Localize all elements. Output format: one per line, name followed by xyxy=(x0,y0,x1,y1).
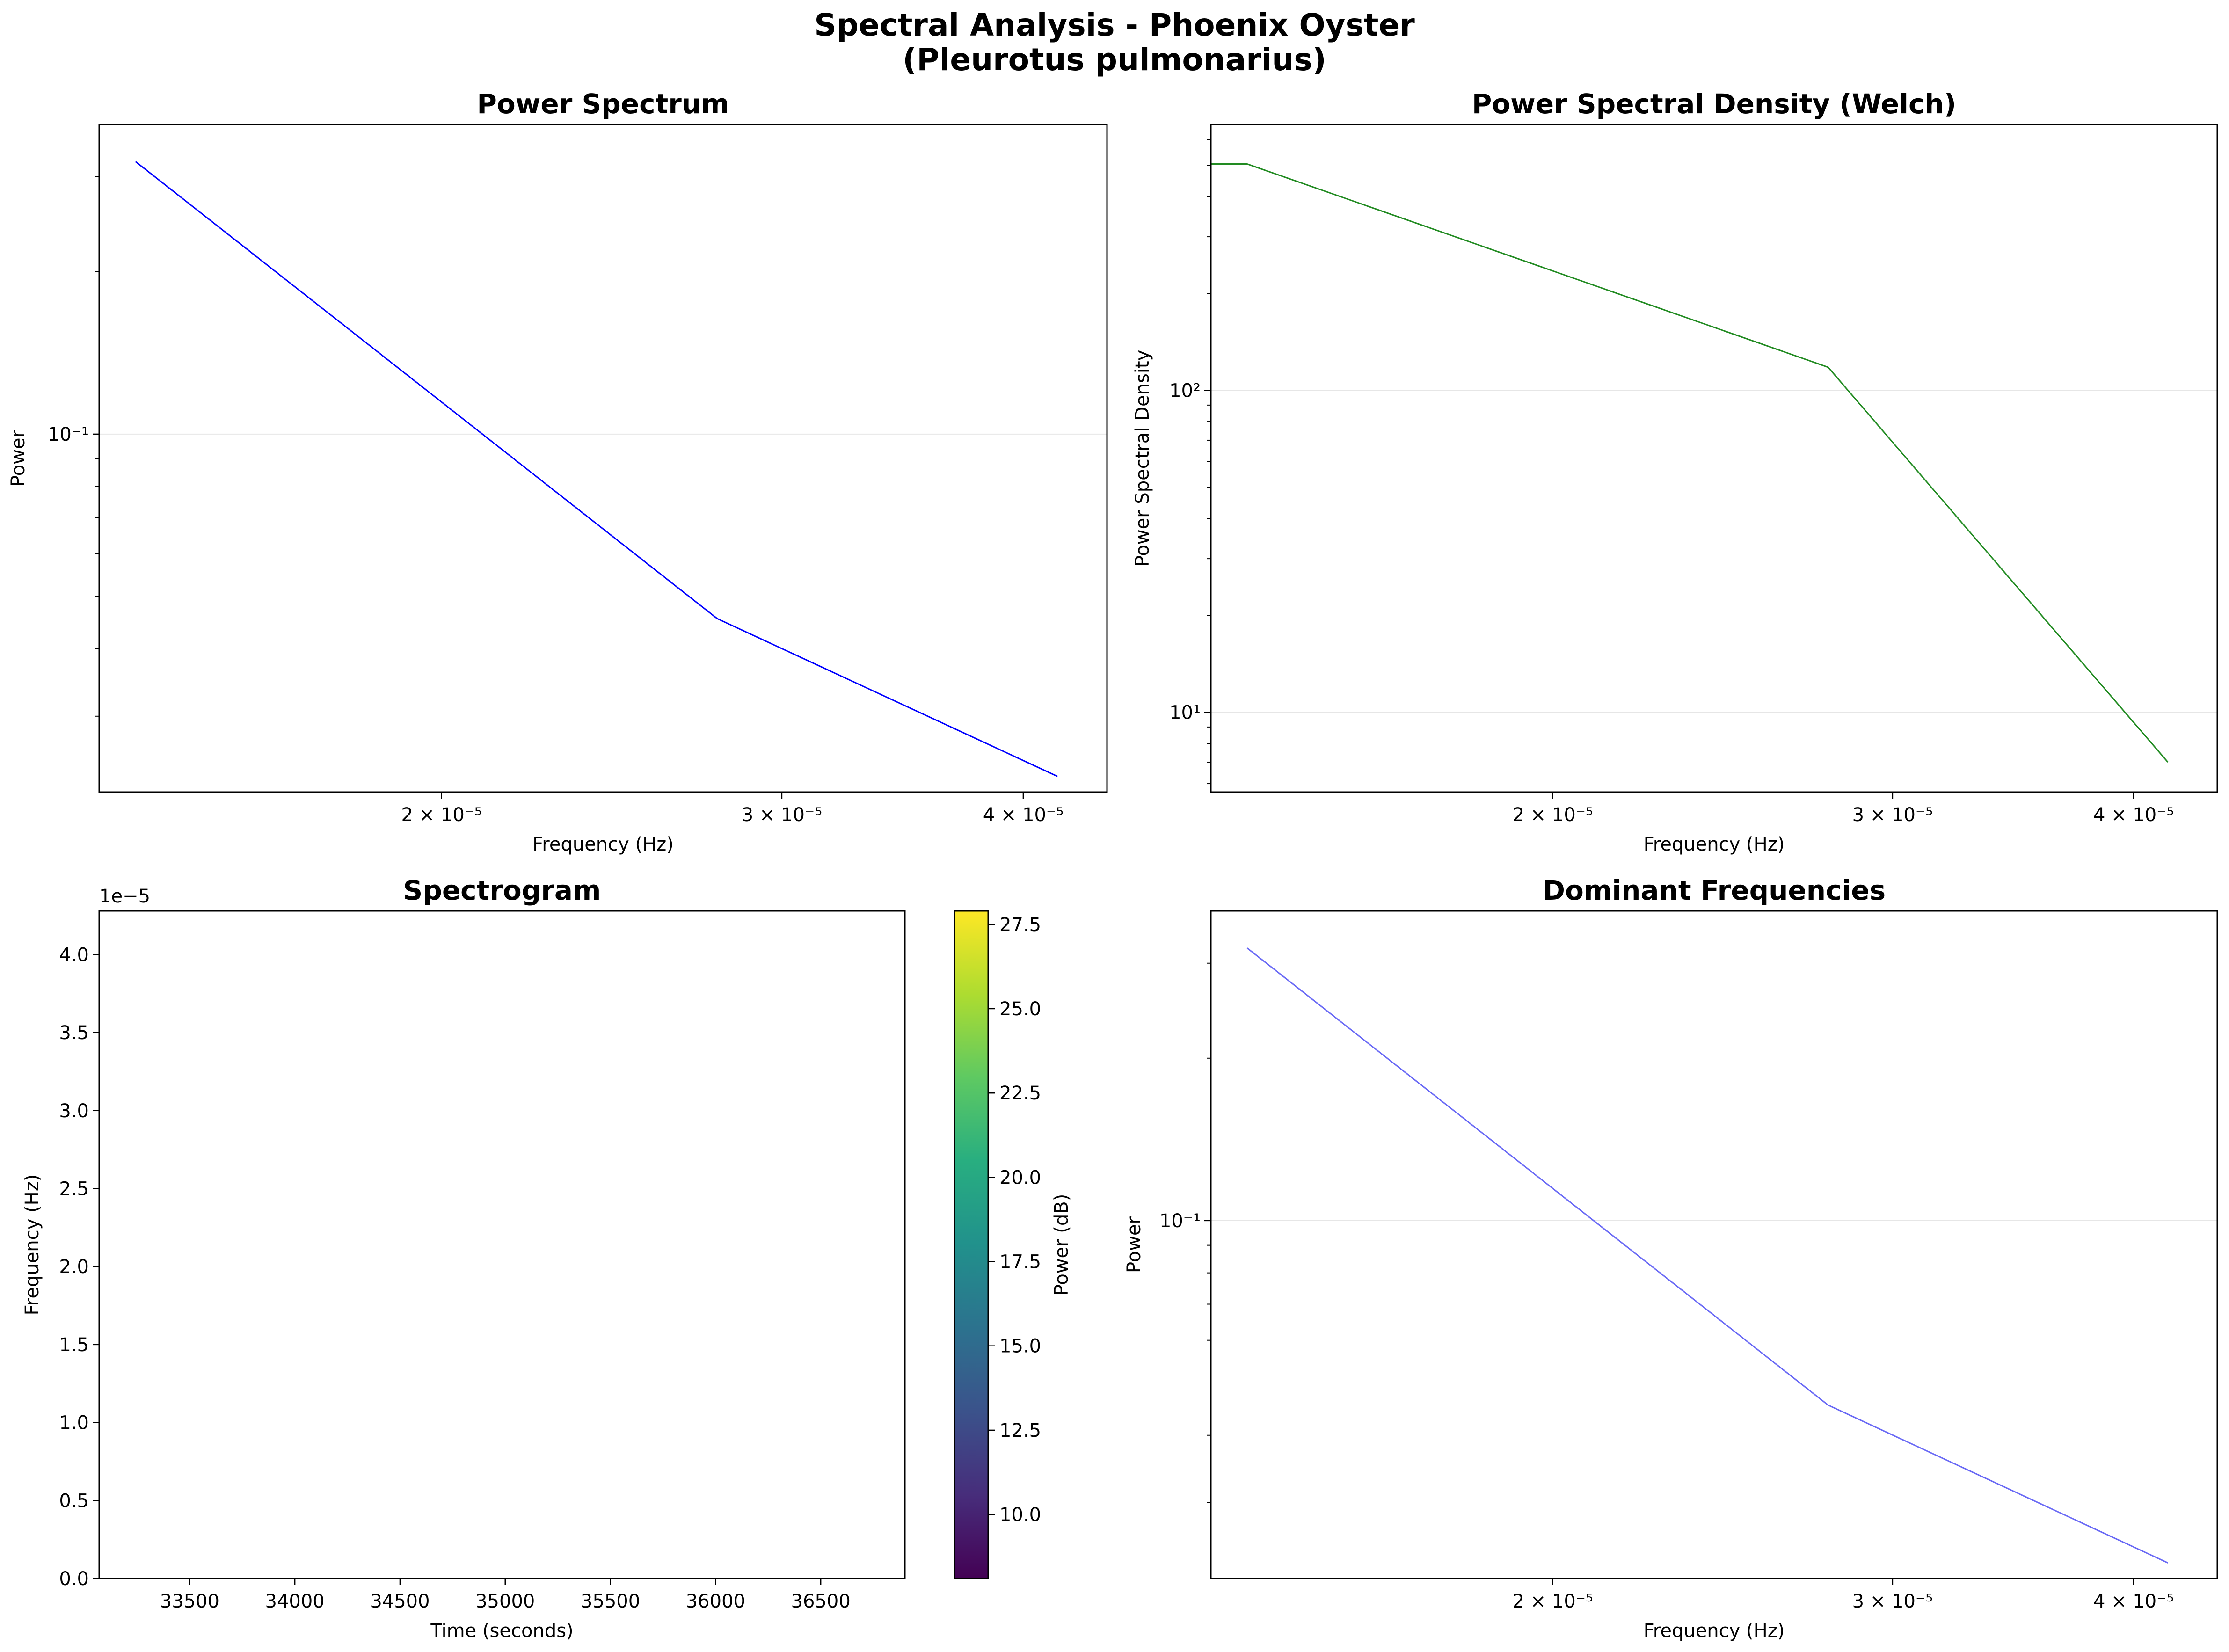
plot-frame xyxy=(1210,910,2218,1579)
x-tick-label: 35000 xyxy=(475,1591,535,1612)
x-tick-label: 36000 xyxy=(686,1591,745,1612)
plot-frame xyxy=(1210,124,2218,793)
power-spectrum-panel: Power Spectrum 2 × 10⁻⁵ 3 × 10⁻⁵ 4 × 10⁻⁵ 10… xyxy=(7,88,1108,855)
x-tick-label: 3 × 10⁻⁵ xyxy=(742,804,822,826)
panel-title: Power Spectral Density (Welch) xyxy=(1472,88,1956,120)
dominant-frequencies-panel: Dominant Frequencies 2 × 10⁻⁵ 3 × 10⁻⁵ 4 × … xyxy=(1123,874,2218,1642)
x-axis-label: Frequency (Hz) xyxy=(1644,834,1785,855)
x-tick-label: 2 × 10⁻⁵ xyxy=(401,804,481,826)
y-tick-label: 10² xyxy=(1169,380,1201,401)
colorbar-tick-label: 25.0 xyxy=(999,998,1041,1020)
figure-title-line1: Spectral Analysis - Phoenix Oyster xyxy=(814,7,1415,43)
y-tick-label: 10⁻¹ xyxy=(48,424,89,445)
x-tick-label: 36500 xyxy=(791,1591,851,1612)
x-tick-label: 3 × 10⁻⁵ xyxy=(1852,1591,1933,1612)
plot-frame xyxy=(98,910,906,1579)
plot-frame xyxy=(98,124,1108,793)
y-tick-label: 3.0 xyxy=(59,1100,89,1122)
colorbar-tick-label: 17.5 xyxy=(999,1252,1041,1273)
x-tick-label: 35500 xyxy=(581,1591,640,1612)
x-tick-label: 4 × 10⁻⁵ xyxy=(2093,1591,2174,1612)
figure-title-line2: (Pleurotus pulmonarius) xyxy=(903,42,1326,78)
panel-title: Dominant Frequencies xyxy=(1543,874,1886,906)
welch-psd-panel: Power Spectral Density (Welch) 2 × 10⁻⁵ 3 … xyxy=(1132,88,2218,855)
series-line xyxy=(1211,163,2169,763)
y-axis-label: Power Spectral Density xyxy=(1132,350,1153,567)
spectrogram-panel: Spectrogram 33500 34000 34500 35000 35500 3600… xyxy=(22,874,1072,1642)
y-tick-label: 0.5 xyxy=(59,1490,89,1512)
y-axis-label: Frequency (Hz) xyxy=(22,1174,43,1316)
colorbar-tick-label: 22.5 xyxy=(999,1083,1041,1104)
y-tick-label: 2.5 xyxy=(59,1178,89,1200)
colorbar-tick-label: 15.0 xyxy=(999,1336,1041,1357)
y-tick-label: 1.0 xyxy=(59,1412,89,1434)
y-tick-label: 0.0 xyxy=(59,1568,89,1590)
y-tick-label: 1.5 xyxy=(59,1334,89,1356)
x-tick-label: 33500 xyxy=(160,1591,219,1612)
panel-title: Power Spectrum xyxy=(477,88,729,120)
colorbar-tick-label: 10.0 xyxy=(999,1504,1041,1526)
colorbar-label: Power (dB) xyxy=(1051,1194,1072,1296)
colorbar-tick-label: 27.5 xyxy=(999,914,1041,936)
x-tick-label: 4 × 10⁻⁵ xyxy=(983,804,1064,826)
colorbar-tick-label: 20.0 xyxy=(999,1167,1041,1188)
y-offset-label: 1e−5 xyxy=(99,886,150,907)
y-tick-label: 10⁻¹ xyxy=(1159,1210,1201,1232)
panel-title: Spectrogram xyxy=(403,874,601,906)
x-tick-label: 2 × 10⁻⁵ xyxy=(1512,804,1593,826)
y-tick-label: 10¹ xyxy=(1169,702,1201,723)
colorbar-tick-label: 12.5 xyxy=(999,1420,1041,1441)
colorbar-gradient xyxy=(954,911,988,1579)
x-tick-label: 4 × 10⁻⁵ xyxy=(2093,804,2174,826)
series-line xyxy=(135,161,1058,777)
x-axis-label: Time (seconds) xyxy=(430,1620,573,1642)
y-tick-label: 2.0 xyxy=(59,1256,89,1278)
x-tick-label: 2 × 10⁻⁵ xyxy=(1512,1591,1593,1612)
series-line xyxy=(1246,947,2168,1564)
y-axis-label: Power xyxy=(1123,1216,1145,1273)
x-tick-label: 34000 xyxy=(265,1591,325,1612)
colorbar-frame xyxy=(954,910,989,1579)
x-axis-label: Frequency (Hz) xyxy=(532,834,674,855)
x-tick-label: 34500 xyxy=(370,1591,430,1612)
x-axis-label: Frequency (Hz) xyxy=(1644,1620,1785,1642)
x-tick-label: 3 × 10⁻⁵ xyxy=(1852,804,1933,826)
y-axis-label: Power xyxy=(7,429,29,486)
y-tick-label: 3.5 xyxy=(59,1022,89,1044)
y-tick-label: 4.0 xyxy=(59,944,89,966)
